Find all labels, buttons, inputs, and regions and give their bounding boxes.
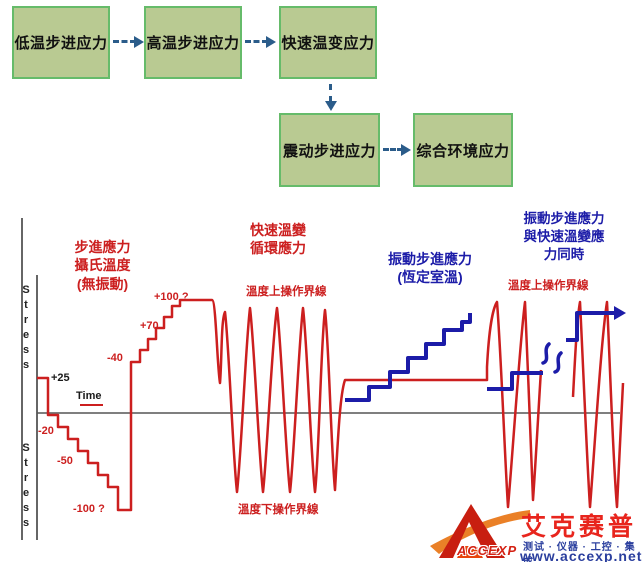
flow-arrow-1-head-icon [134,36,144,48]
vibration-step-line [345,313,472,402]
vibration-combined-line-2 [566,311,614,342]
flow-box-label: 快速温变应力 [281,35,375,52]
flow-box-label: 低温步进应力 [14,35,108,52]
temperature-profile-line-2 [571,300,625,509]
annotation-vibration-step: 振動步進應力 (恆定室溫) [388,251,472,286]
flow-box-low-temp-step: 低温步进应力 [12,6,110,79]
flow-box-label: 震动步进应力 [282,142,376,160]
flow-box-label: 综合环境应力 [416,142,510,160]
flow-box-vibration-step: 震动步进应力 [279,113,380,187]
temperature-profile-line [37,298,543,512]
value-cold-step-2: -50 [57,455,73,467]
annotation-step-stress: 步進應力 攝氏溫度 (無振動) [74,239,131,292]
accexp-logo-mark-icon [430,504,530,558]
flow-arrow-1-line [113,40,136,43]
flow-arrow-3-head-icon [325,101,337,111]
value-cold-step-3: -100 ? [73,503,105,515]
flow-arrow-2-head-icon [266,36,276,48]
y-axis-label-bottom: Stress [20,442,32,532]
accexp-logo-monogram: ACCEXP [457,543,518,558]
flow-arrow-4-line [383,148,403,151]
value-hot-step-1: -40 [107,352,123,364]
annotation-upper-limit-1: 溫度上操作界線 [246,286,327,298]
flow-box-rapid-temp-change: 快速温变应力 [279,6,377,79]
flow-box-combined-env: 综合环境应力 [413,113,513,187]
annotation-lower-limit: 溫度下操作界線 [238,504,319,516]
flow-arrow-3-line [329,84,332,102]
annotation-vibration-rapid: 振動步進應力 與快速溫變應 力同時 [523,211,605,262]
vibration-arrow-head-icon [614,306,626,320]
flow-box-high-temp-step: 高温步进应力 [144,6,242,79]
annotation-rapid-cycle: 快速溫變 循環應力 [250,222,306,257]
flow-box-label: 高温步进应力 [146,35,240,52]
annotation-upper-limit-2: 溫度上操作界線 [508,280,589,292]
accexp-tagline: 测试 · 仪器 · 工控 · 集成 [523,542,636,562]
value-hot-step-2: +70 [140,320,159,332]
flow-arrow-4-head-icon [401,144,411,156]
accexp-brand-name: 艾克赛普 [521,513,638,541]
stress-profile-plot [21,218,626,540]
vibration-combined-line [487,371,543,391]
accexp-url: www.accexp.net [520,548,643,562]
x-axis-label: Time [76,390,102,402]
flow-arrow-2-line [245,40,268,43]
y-axis-label-top: Stress [20,284,32,374]
value-hot-step-3: +100 ? [154,291,189,303]
value-cold-step-1: -20 [38,425,54,437]
break-squiggle-icon [541,342,563,374]
value-start-temp: +25 [51,372,70,384]
